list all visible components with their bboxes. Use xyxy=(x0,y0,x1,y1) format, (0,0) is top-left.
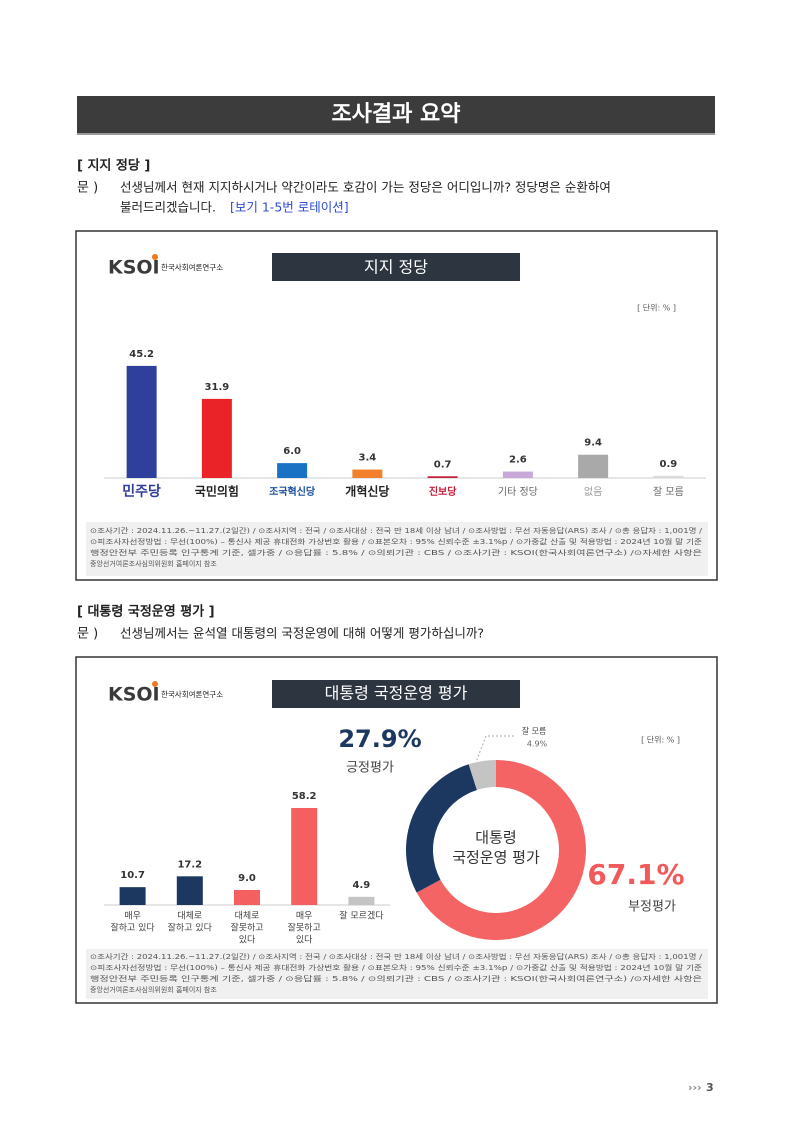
logo-mark: KSOI xyxy=(108,257,160,279)
value-label: 17.2 xyxy=(177,859,202,870)
bar xyxy=(201,398,232,478)
footnote-line: 행정안전부 주민등록 인구통계 기준, 셀가중 / ⊙응답률 : 5.8% / … xyxy=(90,548,703,557)
bar xyxy=(277,463,308,478)
chart-title: 대통령 국정운영 평가 xyxy=(325,684,468,703)
legend-label: 긍정평가 xyxy=(346,761,394,776)
bar xyxy=(502,471,533,478)
logo-dot xyxy=(152,254,158,260)
footnote: ⊙조사기간 : 2024.11.26.~11.27.(2일간) / ⊙조사지역 … xyxy=(90,952,703,994)
question-label: 문 ) xyxy=(77,181,98,196)
footnote-line: 중앙선거여론조사심의위원회 홈페이지 참조 xyxy=(90,985,217,994)
x-tick-label: 있다 xyxy=(296,934,313,946)
x-tick-label: 매우 xyxy=(296,911,313,922)
bar xyxy=(578,454,609,478)
footnote-line: 행정안전부 주민등록 인구통계 기준, 셀가중 / ⊙응답률 : 5.8% / … xyxy=(90,974,703,983)
chart-title-box xyxy=(272,253,520,281)
x-tick-label: 매우 xyxy=(124,911,141,922)
logo-name: 한국사회여론연구소 xyxy=(161,262,223,272)
unit-label: [ 단위: % ] xyxy=(637,303,676,313)
footnote-line: ⊙피조사자선정방법 : 무선(100%) – 통신사 제공 휴대전화 가상번호 … xyxy=(90,537,703,546)
value-label: 4.9 xyxy=(353,880,371,891)
value-label: 2.6 xyxy=(509,455,527,466)
bar xyxy=(427,476,458,478)
bar xyxy=(176,876,203,905)
x-tick-label: 민주당 xyxy=(122,483,161,500)
donut-segment xyxy=(406,764,477,893)
question: 선생님께서는 윤석열 대통령의 국정운영에 대해 어떻게 평가하십니까? xyxy=(120,626,484,641)
x-tick-label: 기타 정당 xyxy=(498,486,538,498)
legend-label: 잘 모름 xyxy=(522,727,547,736)
chart-title-box xyxy=(272,680,520,708)
value-label: 27.9% xyxy=(338,725,421,753)
bar xyxy=(291,807,318,905)
value-label: 45.2 xyxy=(129,349,154,360)
unit-label: [ 단위: % ] xyxy=(641,735,680,745)
page-number: 3 xyxy=(706,1081,714,1094)
value-label: 0.7 xyxy=(434,459,452,470)
legend-label: 부정평가 xyxy=(628,900,676,915)
value-label: 58.2 xyxy=(292,791,317,802)
x-tick-label: 잘못하고 xyxy=(230,922,263,934)
bar xyxy=(352,469,383,478)
donut-segment xyxy=(468,760,496,790)
footnote-line: ⊙피조사자선정방법 : 무선(100%) – 통신사 제공 휴대전화 가상번호 … xyxy=(90,963,703,972)
x-tick-label: 조국혁신당 xyxy=(269,485,316,498)
center-label: 국정운영 평가 xyxy=(452,849,540,867)
page-title: 조사결과 요약 xyxy=(331,102,460,127)
title-bar xyxy=(77,96,715,133)
footnote-line: ⊙조사기간 : 2024.11.26.~11.27.(2일간) / ⊙조사지역 … xyxy=(90,526,703,535)
value-label: 9.4 xyxy=(584,438,602,449)
x-tick-label: 잘못하고 xyxy=(288,922,321,934)
question: 불러드리겠습니다. xyxy=(120,200,216,215)
chart-title: 지지 정당 xyxy=(364,258,428,277)
footnote-line: ⊙조사기간 : 2024.11.26.~11.27.(2일간) / ⊙조사지역 … xyxy=(90,952,703,961)
x-tick-label: 잘 모르겠다 xyxy=(339,910,384,922)
bar xyxy=(348,896,375,905)
value-label: 31.9 xyxy=(205,382,230,393)
x-tick-label: 개혁신당 xyxy=(345,484,389,499)
value-label: 9.0 xyxy=(238,873,256,884)
value-label: 4.9% xyxy=(527,740,548,749)
section-heading: [ 지지 정당 ] xyxy=(77,158,150,174)
bar xyxy=(653,475,684,478)
x-tick-label: 대체로 xyxy=(235,911,260,922)
bar xyxy=(119,887,146,905)
x-tick-label: 대체로 xyxy=(177,911,202,922)
logo-name: 한국사회여론연구소 xyxy=(161,689,223,699)
value-label: 3.4 xyxy=(359,453,377,464)
page-arrows: ››› xyxy=(688,1081,702,1094)
chart-box xyxy=(75,656,718,1004)
x-tick-label: 잘 모름 xyxy=(653,486,684,498)
question: 선생님께서 현재 지지하시거나 약간이라도 호감이 가는 정당은 어디입니까? … xyxy=(120,180,611,195)
x-tick-label: 진보당 xyxy=(429,485,457,498)
x-tick-label: 잘하고 있다 xyxy=(110,922,155,934)
logo-dot xyxy=(152,681,158,687)
bar xyxy=(234,889,260,905)
value-label: 6.0 xyxy=(283,446,301,457)
section-heading: [ 대통령 국정운영 평가 ] xyxy=(77,604,215,620)
footnote: ⊙조사기간 : 2024.11.26.~11.27.(2일간) / ⊙조사지역 … xyxy=(90,526,703,568)
x-tick-label: 국민의힘 xyxy=(195,484,239,499)
footnote-line: 중앙선거여론조사심의위원회 홈페이지 참조 xyxy=(90,559,217,568)
bar xyxy=(126,365,157,478)
x-tick-label: 있다 xyxy=(239,934,256,946)
value-label: 0.9 xyxy=(660,459,678,470)
footnote-bg xyxy=(86,949,708,999)
question-note: [보기 1-5번 로테이션] xyxy=(230,200,349,215)
question-label: 문 ) xyxy=(77,627,98,642)
leader-line xyxy=(475,735,514,763)
value-label: 10.7 xyxy=(120,870,145,881)
chart-box xyxy=(75,230,718,581)
logo-mark: KSOI xyxy=(108,684,160,706)
footnote-bg xyxy=(86,522,708,576)
center-label: 대통령 xyxy=(475,829,516,847)
x-tick-label: 없음 xyxy=(584,485,602,498)
value-label: 67.1% xyxy=(587,858,684,891)
donut-segment xyxy=(416,760,586,941)
x-tick-label: 잘하고 있다 xyxy=(168,922,213,934)
